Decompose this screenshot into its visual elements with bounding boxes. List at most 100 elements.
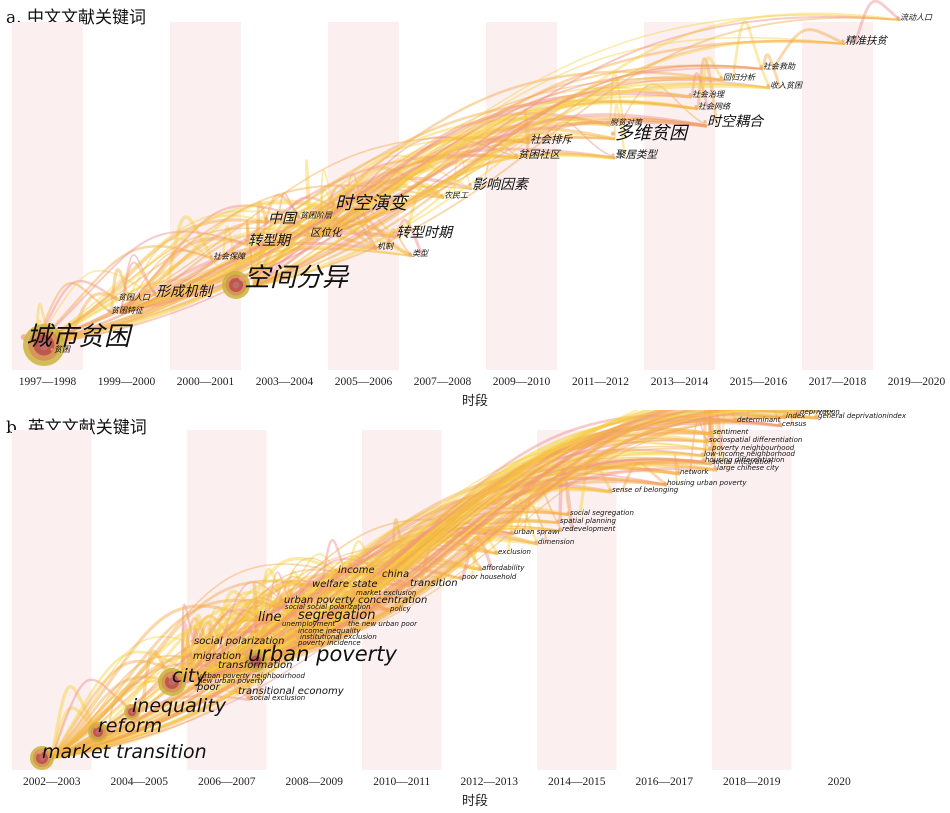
keyword-dot xyxy=(468,183,472,187)
keyword-link xyxy=(120,147,616,315)
keyword-dot xyxy=(709,430,713,434)
keyword-link xyxy=(51,636,195,759)
keyword-link xyxy=(253,118,708,288)
keyword-link xyxy=(252,208,312,287)
keyword-link xyxy=(252,180,445,287)
axis-title: 时段 xyxy=(462,394,488,409)
keyword-link xyxy=(35,153,519,347)
keyword-label: policy xyxy=(389,605,411,613)
keyword-link xyxy=(689,420,718,475)
keyword-label: poor household xyxy=(461,573,517,581)
keyword-link xyxy=(208,569,411,680)
keyword-dot xyxy=(238,275,246,282)
keyword-label: line xyxy=(258,610,281,625)
keyword-label: redevelopment xyxy=(562,525,616,533)
keyword-label: transition xyxy=(410,578,458,589)
keyword-label: income xyxy=(338,565,375,576)
keyword-link xyxy=(319,76,724,238)
keyword-label: 转型时期 xyxy=(396,225,454,241)
keyword-dot xyxy=(606,121,610,125)
keyword-dot xyxy=(458,575,462,579)
keyword-dot xyxy=(107,309,111,313)
keyword-link xyxy=(253,79,771,287)
keyword-link xyxy=(252,196,336,287)
keyword-label: 流动人口 xyxy=(900,13,933,22)
keyword-dot xyxy=(334,568,338,572)
keyword-link xyxy=(257,527,515,662)
keyword-link xyxy=(256,587,300,662)
keyword-label: census xyxy=(782,420,807,428)
keyword-link xyxy=(209,624,249,679)
keyword-link xyxy=(51,410,670,759)
keyword-link xyxy=(257,555,483,663)
keyword-link xyxy=(256,608,302,662)
keyword-link xyxy=(209,530,539,680)
keyword-link xyxy=(257,576,313,662)
keyword-link xyxy=(180,642,201,683)
keyword-link xyxy=(208,612,299,679)
keyword-link xyxy=(252,219,413,287)
keyword-label: housing urban poverty xyxy=(667,479,747,487)
keyword-label: 回归分析 xyxy=(723,73,756,82)
keyword-link xyxy=(209,571,383,680)
period-band xyxy=(12,430,92,770)
keyword-link xyxy=(181,565,463,683)
keyword-dot xyxy=(841,39,845,43)
keyword-link xyxy=(51,451,705,760)
keyword-node xyxy=(88,722,108,742)
keyword-label: reform xyxy=(98,715,162,737)
keyword-link xyxy=(613,104,627,159)
keyword-link xyxy=(305,159,312,237)
keyword-label: 聚居类型 xyxy=(615,149,658,161)
keyword-link xyxy=(245,219,256,287)
keyword-dot xyxy=(189,654,193,658)
keyword-dot xyxy=(196,674,200,678)
keyword-link xyxy=(35,153,616,347)
keyword-dot xyxy=(264,217,268,221)
period-labels: 2002—2003 2004—2005 2006—2007 2008—2009 2010… xyxy=(23,776,851,788)
keyword-dot xyxy=(713,466,717,470)
keyword-link xyxy=(51,655,194,759)
keyword-link xyxy=(35,218,269,347)
keyword-link xyxy=(696,57,719,127)
keyword-link xyxy=(257,410,692,663)
keyword-link xyxy=(209,502,571,680)
keyword-label: city xyxy=(172,665,207,687)
keyword-label: network xyxy=(680,468,709,476)
keyword-label: social exclusion xyxy=(250,694,305,702)
keyword-link xyxy=(120,231,311,315)
period-label: 2014—2015 xyxy=(548,776,606,788)
keyword-dot xyxy=(296,635,300,639)
keyword-link xyxy=(209,465,681,679)
keyword-link xyxy=(578,456,614,516)
keyword-link xyxy=(673,453,681,486)
keyword-link xyxy=(256,585,357,662)
keyword-link xyxy=(35,210,301,346)
keyword-link xyxy=(35,67,764,346)
keyword-label: 机制 xyxy=(377,242,395,251)
keyword-link xyxy=(209,427,714,680)
keyword-nodes xyxy=(30,650,267,770)
keyword-link xyxy=(209,410,819,679)
keyword-link xyxy=(120,70,724,315)
keyword-link xyxy=(257,561,383,662)
keyword-dot xyxy=(20,334,28,341)
keyword-label: social segregation xyxy=(570,509,634,517)
keyword-label: determinant xyxy=(737,416,781,424)
period-label: 2004—2005 xyxy=(111,776,169,788)
keyword-link xyxy=(180,617,220,683)
keyword-link xyxy=(180,578,313,683)
keyword-link xyxy=(761,53,782,89)
keyword-label: 时空演变 xyxy=(335,193,410,214)
keyword-link xyxy=(180,632,195,683)
keyword-link xyxy=(120,116,708,315)
keyword-link xyxy=(253,40,846,287)
period-label: 2016—2017 xyxy=(636,776,694,788)
keyword-link xyxy=(267,571,299,622)
keyword-dot xyxy=(294,613,298,617)
keyword-link xyxy=(51,537,539,760)
keyword-link xyxy=(181,574,383,683)
keyword-label: exclusion xyxy=(498,548,531,556)
keyword-label: affordability xyxy=(482,564,525,572)
keyword-link xyxy=(253,77,724,288)
